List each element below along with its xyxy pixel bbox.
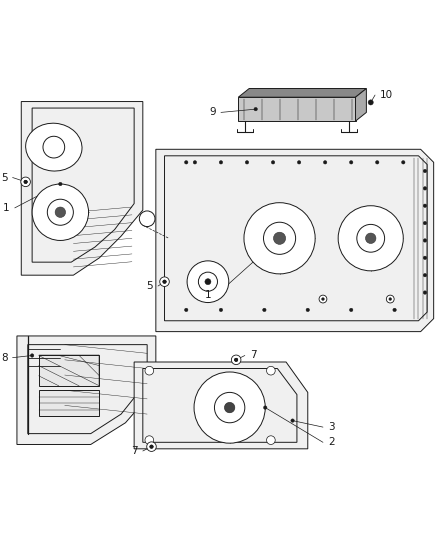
Circle shape bbox=[59, 182, 62, 186]
Circle shape bbox=[386, 295, 394, 303]
Circle shape bbox=[321, 298, 324, 301]
Circle shape bbox=[24, 180, 27, 183]
Circle shape bbox=[423, 239, 427, 242]
Circle shape bbox=[215, 392, 245, 423]
Text: 9: 9 bbox=[209, 107, 216, 117]
Text: 7: 7 bbox=[250, 351, 257, 360]
Circle shape bbox=[145, 436, 154, 445]
Circle shape bbox=[163, 280, 166, 284]
Circle shape bbox=[193, 160, 197, 164]
Circle shape bbox=[163, 280, 166, 284]
Circle shape bbox=[145, 366, 154, 375]
Circle shape bbox=[319, 295, 327, 303]
Circle shape bbox=[368, 100, 373, 105]
Ellipse shape bbox=[26, 123, 82, 171]
Circle shape bbox=[423, 291, 427, 294]
Circle shape bbox=[224, 402, 235, 413]
Circle shape bbox=[423, 273, 427, 277]
Circle shape bbox=[423, 221, 427, 225]
Polygon shape bbox=[134, 362, 308, 449]
Circle shape bbox=[264, 222, 296, 254]
Text: 5: 5 bbox=[146, 281, 153, 291]
Circle shape bbox=[160, 277, 170, 286]
Polygon shape bbox=[238, 97, 356, 121]
Circle shape bbox=[393, 308, 396, 312]
Polygon shape bbox=[17, 336, 156, 445]
Text: 5: 5 bbox=[1, 173, 7, 182]
Circle shape bbox=[139, 211, 155, 227]
Text: 10: 10 bbox=[379, 90, 392, 100]
Circle shape bbox=[264, 406, 267, 409]
Circle shape bbox=[32, 184, 88, 240]
Circle shape bbox=[219, 160, 223, 164]
Circle shape bbox=[423, 256, 427, 260]
Circle shape bbox=[267, 436, 275, 445]
Polygon shape bbox=[156, 149, 434, 332]
Circle shape bbox=[30, 354, 34, 357]
Circle shape bbox=[21, 177, 30, 187]
Circle shape bbox=[194, 372, 265, 443]
Polygon shape bbox=[356, 88, 366, 121]
Polygon shape bbox=[39, 390, 99, 416]
Circle shape bbox=[234, 358, 238, 361]
Circle shape bbox=[24, 180, 27, 183]
Text: 2: 2 bbox=[328, 437, 335, 447]
Circle shape bbox=[205, 279, 211, 285]
Circle shape bbox=[423, 204, 427, 207]
Polygon shape bbox=[39, 356, 99, 386]
Circle shape bbox=[198, 272, 218, 291]
Circle shape bbox=[402, 160, 405, 164]
Circle shape bbox=[350, 160, 353, 164]
Circle shape bbox=[423, 187, 427, 190]
Circle shape bbox=[365, 233, 376, 244]
Text: 3: 3 bbox=[328, 422, 335, 432]
Circle shape bbox=[263, 308, 266, 312]
Circle shape bbox=[297, 160, 301, 164]
Text: 1: 1 bbox=[3, 203, 10, 213]
Text: 1: 1 bbox=[205, 290, 212, 300]
Circle shape bbox=[234, 358, 238, 361]
Circle shape bbox=[43, 136, 65, 158]
Circle shape bbox=[273, 232, 286, 244]
Circle shape bbox=[184, 308, 188, 312]
Circle shape bbox=[244, 203, 315, 274]
Circle shape bbox=[254, 108, 258, 111]
Circle shape bbox=[323, 160, 327, 164]
Circle shape bbox=[184, 160, 188, 164]
Circle shape bbox=[150, 445, 153, 448]
Circle shape bbox=[187, 261, 229, 303]
Polygon shape bbox=[21, 102, 143, 275]
Circle shape bbox=[147, 442, 156, 451]
Text: 8: 8 bbox=[1, 353, 7, 362]
Text: 7: 7 bbox=[131, 446, 138, 456]
Circle shape bbox=[375, 160, 379, 164]
Circle shape bbox=[150, 445, 153, 448]
Circle shape bbox=[47, 199, 73, 225]
Circle shape bbox=[306, 308, 310, 312]
Circle shape bbox=[338, 206, 403, 271]
Circle shape bbox=[231, 355, 241, 365]
Circle shape bbox=[357, 224, 385, 252]
Circle shape bbox=[245, 160, 249, 164]
Circle shape bbox=[219, 308, 223, 312]
Circle shape bbox=[55, 207, 66, 217]
Circle shape bbox=[278, 237, 281, 240]
Circle shape bbox=[271, 160, 275, 164]
Circle shape bbox=[291, 419, 294, 422]
Circle shape bbox=[389, 298, 392, 301]
Circle shape bbox=[350, 308, 353, 312]
Circle shape bbox=[267, 366, 275, 375]
Circle shape bbox=[423, 169, 427, 173]
Polygon shape bbox=[238, 88, 366, 97]
